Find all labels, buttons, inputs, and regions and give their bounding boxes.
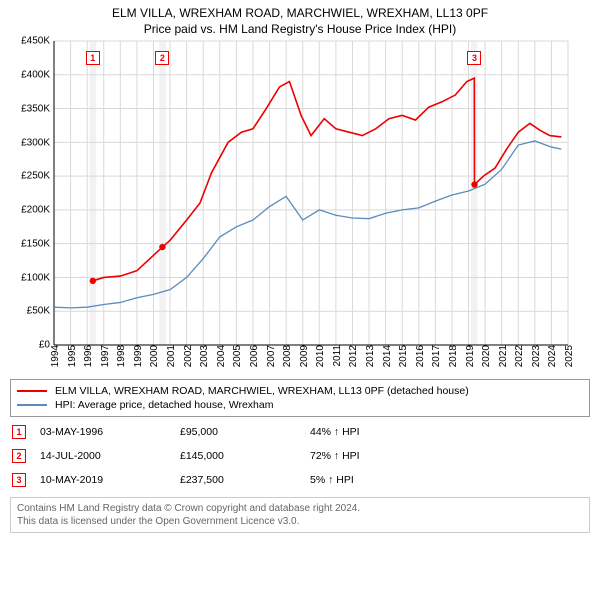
transaction-delta: 44% ↑ HPI xyxy=(310,426,430,438)
x-axis-label: 2022 xyxy=(514,345,525,367)
x-axis-label: 2023 xyxy=(531,345,542,367)
attribution-footer: Contains HM Land Registry data © Crown c… xyxy=(10,497,590,533)
transaction-marker: 1 xyxy=(86,51,100,65)
x-axis-label: 2001 xyxy=(166,345,177,367)
transaction-date: 03-MAY-1996 xyxy=(40,426,180,438)
transaction-delta: 5% ↑ HPI xyxy=(310,474,430,486)
transactions-list: 1 03-MAY-1996£95,00044% ↑ HPI 2 14-JUL-2000… xyxy=(10,423,590,489)
transaction-price: £237,500 xyxy=(180,474,310,486)
x-axis-label: 2004 xyxy=(216,345,227,367)
transaction-row: 2 14-JUL-2000£145,00072% ↑ HPI xyxy=(10,447,590,465)
x-axis-label: 2015 xyxy=(398,345,409,367)
x-axis-label: 1997 xyxy=(100,345,111,367)
transaction-row: 3 10-MAY-2019£237,5005% ↑ HPI xyxy=(10,471,590,489)
legend-swatch xyxy=(17,404,47,406)
x-axis-label: 2002 xyxy=(183,345,194,367)
x-axis-label: 2007 xyxy=(266,345,277,367)
x-axis-label: 2019 xyxy=(465,345,476,367)
x-axis-label: 2018 xyxy=(448,345,459,367)
x-axis-label: 2009 xyxy=(299,345,310,367)
x-axis-label: 1995 xyxy=(67,345,78,367)
y-axis-label: £50K xyxy=(27,306,54,317)
x-axis-label: 2024 xyxy=(547,345,558,367)
chart-plot-area: £0£50K£100K£150K£200K£250K£300K£350K£400… xyxy=(54,41,568,345)
transaction-date: 14-JUL-2000 xyxy=(40,450,180,462)
x-axis-label: 2013 xyxy=(365,345,376,367)
y-axis-label: £200K xyxy=(21,205,54,216)
transaction-row: 1 03-MAY-1996£95,00044% ↑ HPI xyxy=(10,423,590,441)
x-axis-label: 2000 xyxy=(149,345,160,367)
y-axis-label: £100K xyxy=(21,272,54,283)
x-axis-label: 2005 xyxy=(232,345,243,367)
y-axis-label: £350K xyxy=(21,103,54,114)
legend-swatch xyxy=(17,390,47,392)
x-axis-label: 2016 xyxy=(415,345,426,367)
transaction-marker: 2 xyxy=(155,51,169,65)
x-axis-label: 1996 xyxy=(83,345,94,367)
x-axis-label: 2008 xyxy=(282,345,293,367)
transaction-marker: 1 xyxy=(12,425,26,439)
transaction-marker: 3 xyxy=(467,51,481,65)
transaction-marker: 3 xyxy=(12,473,26,487)
x-axis-label: 2020 xyxy=(481,345,492,367)
x-axis-label: 2011 xyxy=(332,345,343,367)
x-axis-label: 1999 xyxy=(133,345,144,367)
transaction-delta: 72% ↑ HPI xyxy=(310,450,430,462)
title-line2: Price paid vs. HM Land Registry's House … xyxy=(10,22,590,38)
legend: ELM VILLA, WREXHAM ROAD, MARCHWIEL, WREX… xyxy=(10,379,590,417)
x-axis-label: 2012 xyxy=(348,345,359,367)
x-axis-label: 2017 xyxy=(431,345,442,367)
legend-label: HPI: Average price, detached house, Wrex… xyxy=(55,399,274,411)
y-axis-label: £250K xyxy=(21,171,54,182)
y-axis-label: £400K xyxy=(21,69,54,80)
x-axis-label: 2021 xyxy=(498,345,509,367)
transaction-price: £95,000 xyxy=(180,426,310,438)
x-axis-label: 2010 xyxy=(315,345,326,367)
x-axis-label: 2025 xyxy=(564,345,575,367)
price-point xyxy=(159,244,165,250)
chart-title: ELM VILLA, WREXHAM ROAD, MARCHWIEL, WREX… xyxy=(10,6,590,37)
x-axis-label: 2006 xyxy=(249,345,260,367)
transaction-price: £145,000 xyxy=(180,450,310,462)
price-point xyxy=(90,278,96,284)
footer-line1: Contains HM Land Registry data © Crown c… xyxy=(17,502,583,515)
transaction-date: 10-MAY-2019 xyxy=(40,474,180,486)
x-axis-label: 2003 xyxy=(199,345,210,367)
footer-line2: This data is licensed under the Open Gov… xyxy=(17,515,583,528)
x-axis-label: 1998 xyxy=(116,345,127,367)
transaction-marker: 2 xyxy=(12,449,26,463)
x-axis-label: 1994 xyxy=(50,345,61,367)
title-line1: ELM VILLA, WREXHAM ROAD, MARCHWIEL, WREX… xyxy=(10,6,590,22)
y-axis-label: £150K xyxy=(21,238,54,249)
x-axis-label: 2014 xyxy=(382,345,393,367)
price-point xyxy=(471,182,477,188)
y-axis-label: £450K xyxy=(21,36,54,47)
legend-item: HPI: Average price, detached house, Wrex… xyxy=(17,398,583,412)
legend-label: ELM VILLA, WREXHAM ROAD, MARCHWIEL, WREX… xyxy=(55,385,469,397)
y-axis-label: £300K xyxy=(21,137,54,148)
legend-item: ELM VILLA, WREXHAM ROAD, MARCHWIEL, WREX… xyxy=(17,384,583,398)
